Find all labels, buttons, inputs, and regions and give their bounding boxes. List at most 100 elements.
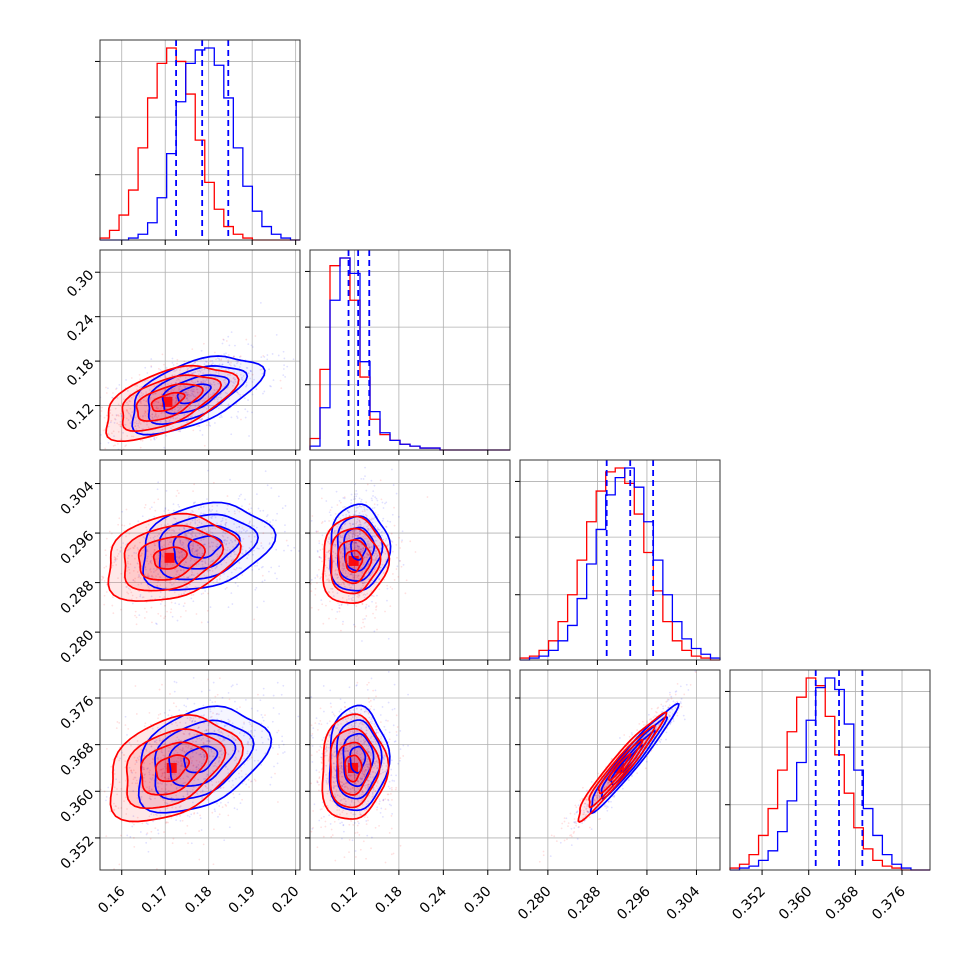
- scatter-point: [374, 790, 377, 793]
- scatter-point: [176, 619, 179, 622]
- scatter-point: [130, 769, 133, 772]
- scatter-point: [360, 567, 362, 569]
- scatter-point: [348, 838, 351, 841]
- scatter-point: [348, 514, 351, 517]
- scatter-point: [153, 544, 156, 547]
- scatter-point: [350, 739, 352, 742]
- scatter-point: [321, 560, 323, 563]
- scatter-point: [238, 561, 241, 564]
- scatter-point: [144, 379, 147, 382]
- scatter-point: [138, 574, 140, 576]
- scatter-point: [357, 554, 360, 557]
- scatter-point: [260, 736, 263, 739]
- scatter-point: [212, 581, 215, 584]
- scatter-point: [310, 782, 313, 785]
- scatter-point: [133, 823, 135, 826]
- scatter-point: [229, 379, 232, 382]
- scatter-point: [395, 774, 397, 777]
- scatter-point: [315, 356, 317, 358]
- scatter-point: [356, 531, 359, 534]
- scatter-point: [339, 534, 342, 537]
- scatter-point: [256, 547, 259, 550]
- scatter-point: [333, 782, 336, 784]
- scatter-point: [173, 772, 176, 775]
- scatter-point: [144, 410, 147, 413]
- scatter-point: [277, 354, 280, 357]
- scatter-point: [351, 534, 354, 537]
- scatter-point: [320, 576, 323, 578]
- scatter-point: [376, 782, 379, 784]
- scatter-point: [370, 479, 373, 482]
- scatter-point: [179, 819, 182, 822]
- scatter-point: [196, 572, 199, 575]
- scatter-point: [168, 529, 171, 531]
- scatter-point: [186, 793, 189, 795]
- scatter-point: [204, 387, 207, 389]
- scatter-point: [345, 537, 347, 540]
- scatter-point: [192, 543, 195, 546]
- scatter-point: [256, 709, 259, 712]
- scatter-point: [262, 547, 265, 549]
- scatter-point: [211, 545, 214, 548]
- scatter-point: [227, 718, 230, 721]
- scatter-point: [362, 618, 364, 621]
- scatter-point: [192, 545, 195, 548]
- scatter-point: [352, 533, 355, 535]
- scatter-point: [105, 591, 108, 593]
- scatter-point: [311, 358, 313, 360]
- scatter-point: [146, 550, 149, 553]
- scatter-point: [185, 710, 188, 712]
- scatter-point: [225, 518, 227, 521]
- scatter-point: [205, 729, 208, 732]
- scatter-point: [375, 695, 377, 698]
- scatter-point: [375, 605, 378, 608]
- scatter-point: [195, 759, 198, 762]
- scatter-point: [340, 742, 342, 744]
- scatter-point: [154, 509, 157, 512]
- scatter-point: [387, 793, 390, 796]
- scatter-point: [352, 498, 355, 501]
- scatter-point: [251, 524, 253, 527]
- scatter-point: [165, 795, 168, 797]
- scatter-point: [372, 595, 375, 598]
- scatter-point: [179, 376, 182, 379]
- scatter-point: [180, 544, 183, 546]
- scatter-point: [374, 550, 377, 552]
- scatter-point: [360, 477, 363, 480]
- scatter-point: [190, 512, 192, 514]
- scatter-point: [148, 773, 151, 776]
- scatter-point: [353, 547, 356, 550]
- scatter-point: [367, 783, 370, 786]
- scatter-point: [259, 368, 262, 371]
- scatter-point: [172, 537, 175, 540]
- y-tick-label: 0.352: [58, 833, 98, 873]
- scatter-point: [362, 594, 365, 596]
- scatter-point: [349, 745, 352, 748]
- scatter-point: [181, 819, 184, 822]
- scatter-point: [197, 370, 199, 373]
- scatter-point: [241, 548, 244, 551]
- scatter-point: [378, 578, 380, 580]
- scatter-point: [146, 529, 148, 531]
- scatter-point: [358, 574, 360, 577]
- scatter-point: [183, 414, 186, 417]
- scatter-point: [354, 493, 356, 496]
- scatter-point: [112, 430, 115, 433]
- scatter-point: [349, 573, 352, 576]
- scatter-point: [175, 739, 177, 742]
- scatter-point: [367, 806, 370, 809]
- scatter-point: [108, 530, 111, 533]
- scatter-point: [333, 766, 335, 768]
- scatter-point: [181, 556, 183, 558]
- scatter-point: [343, 738, 346, 741]
- scatter-point: [195, 740, 197, 743]
- scatter-point: [137, 548, 140, 551]
- scatter-point: [114, 418, 117, 421]
- scatter-point: [326, 749, 329, 752]
- scatter-point: [103, 603, 106, 606]
- scatter-point: [371, 594, 374, 597]
- scatter-point: [240, 531, 243, 533]
- scatter-point: [116, 548, 119, 551]
- scatter-point: [91, 827, 93, 829]
- scatter-point: [226, 768, 229, 771]
